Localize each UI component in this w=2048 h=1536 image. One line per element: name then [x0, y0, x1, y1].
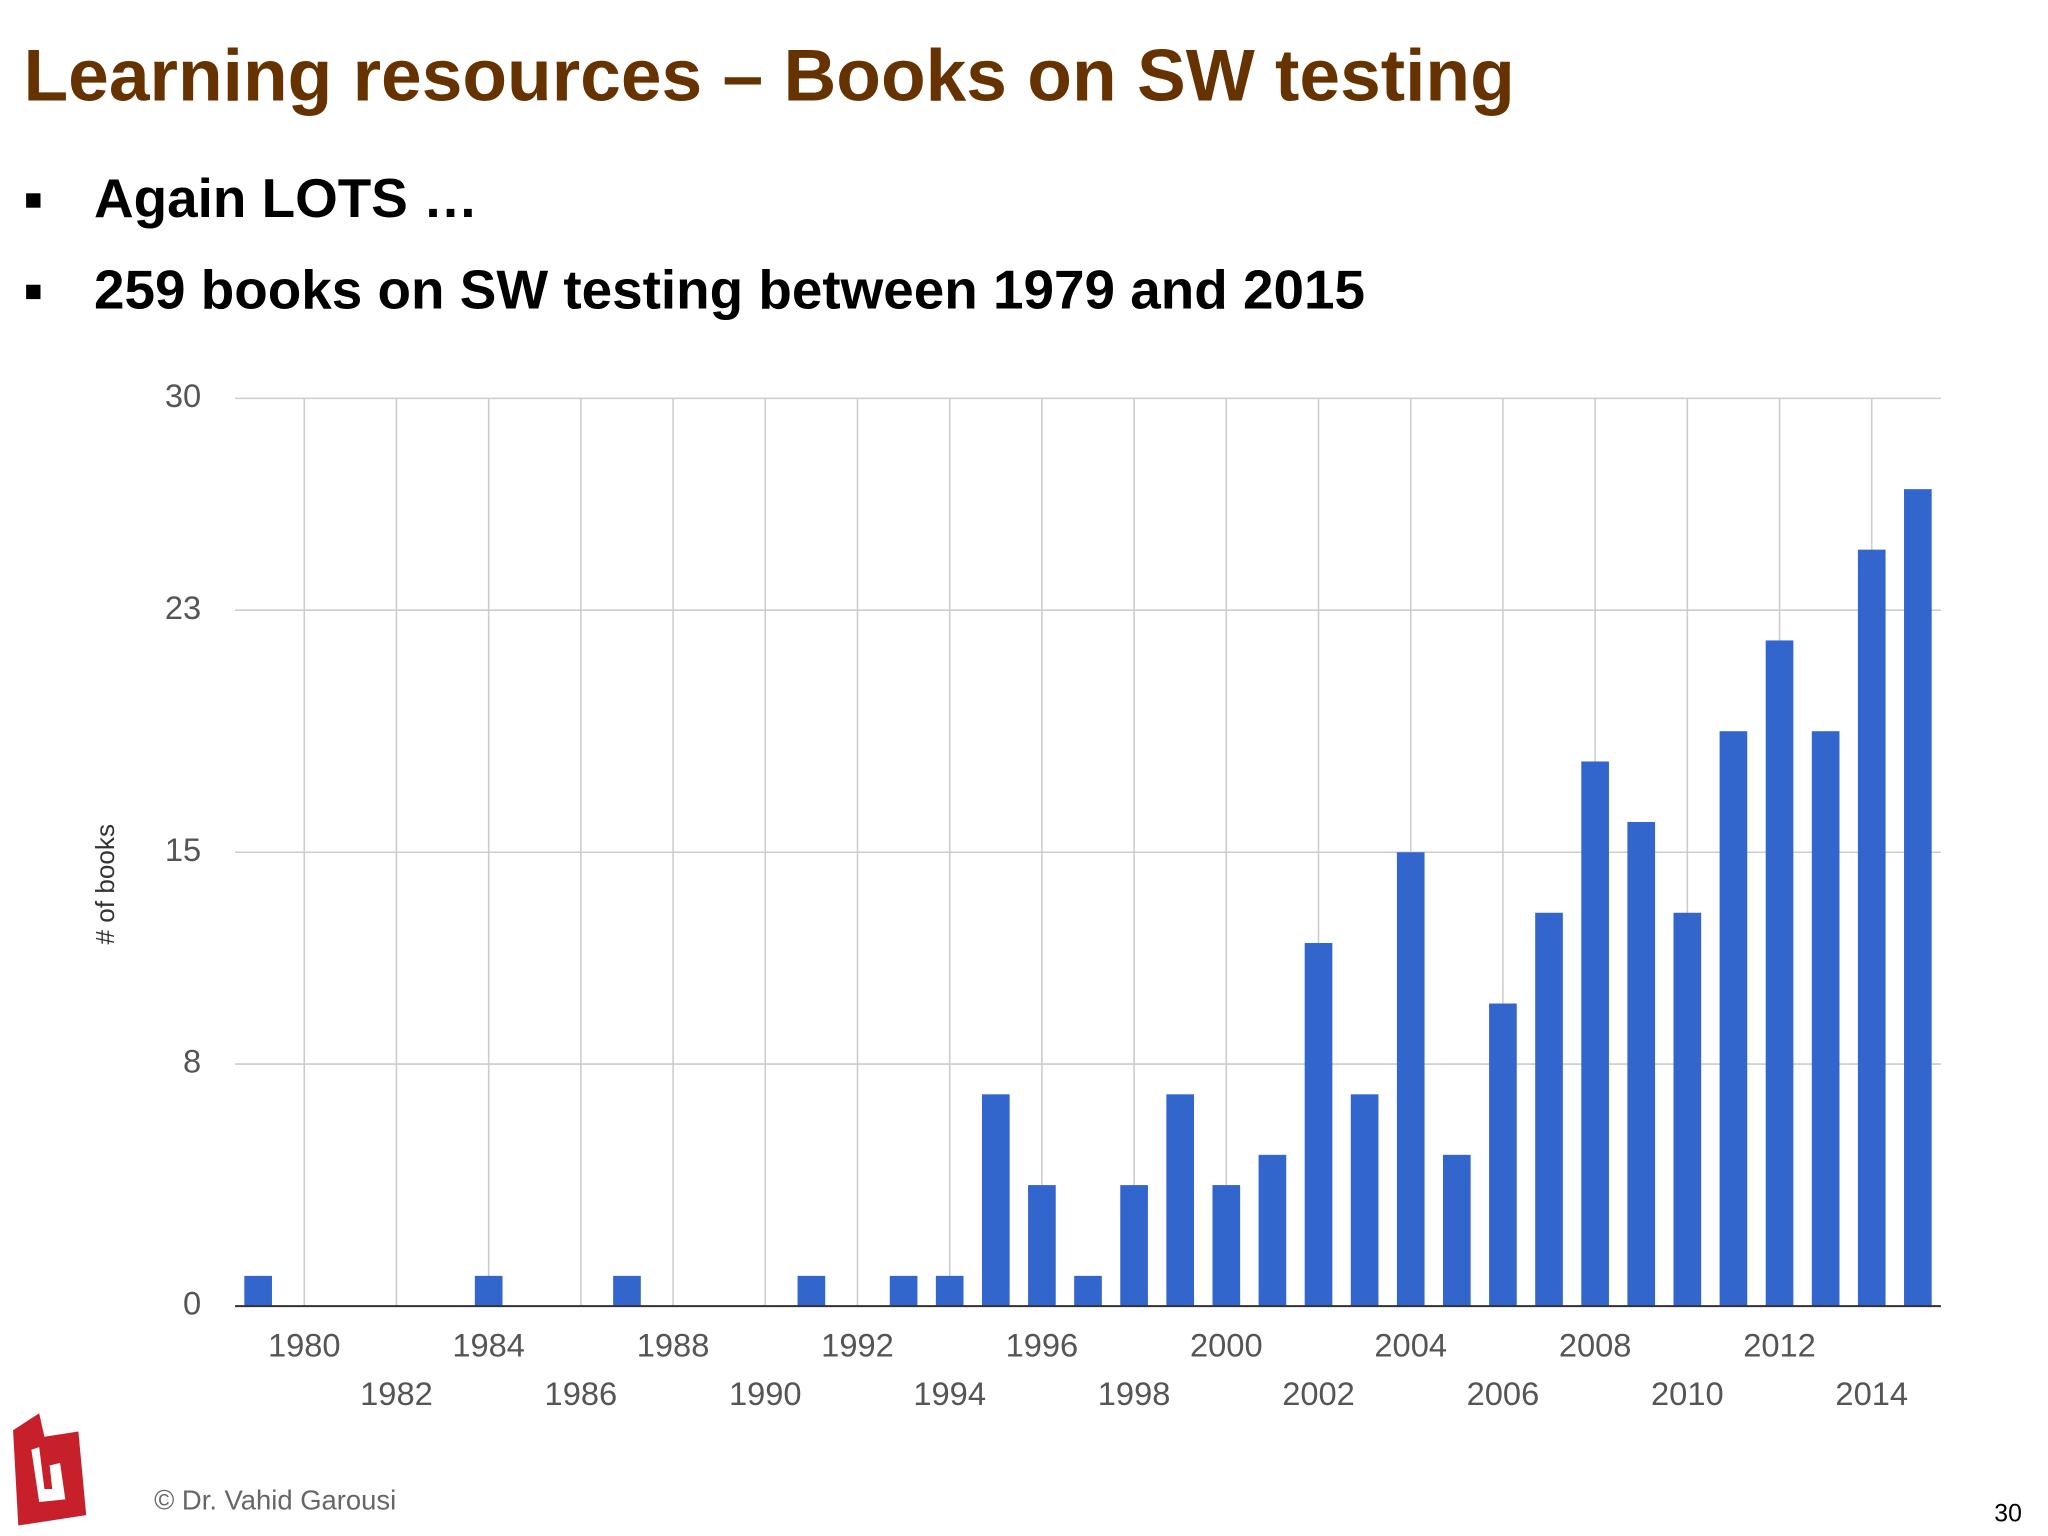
x-tick-label: 1996	[1006, 1327, 1079, 1364]
bar	[474, 1275, 503, 1307]
y-tick-label: 15	[165, 831, 201, 868]
logo-mark	[31, 1447, 66, 1503]
bar	[1074, 1275, 1102, 1307]
y-axis-label: # of books	[90, 824, 120, 944]
bar	[889, 1275, 918, 1307]
x-tick-label: 2006	[1467, 1375, 1540, 1412]
x-tick-label: 1998	[1098, 1375, 1171, 1412]
bar	[1535, 912, 1563, 1307]
x-tick-label: 1990	[729, 1375, 802, 1412]
bar	[1028, 1185, 1056, 1307]
x-tick-label: 1988	[637, 1327, 710, 1364]
bar	[1581, 761, 1609, 1307]
x-tick-label: 1986	[545, 1375, 618, 1412]
bar	[1166, 1094, 1195, 1307]
bar	[1627, 821, 1656, 1307]
bar	[981, 1094, 1010, 1307]
bar	[613, 1275, 641, 1307]
x-tick-label: 2004	[1374, 1327, 1447, 1364]
x-tick-label: 2012	[1743, 1327, 1816, 1364]
x-tick-label: 1984	[452, 1327, 525, 1364]
y-tick-label: 23	[165, 589, 201, 626]
y-tick-label: 0	[183, 1285, 201, 1322]
bar	[797, 1275, 826, 1307]
x-tick-label: 1994	[913, 1375, 986, 1412]
page-number: 30	[1994, 1501, 2022, 1528]
y-tick-label: 8	[183, 1043, 201, 1080]
bullet: Again LOTS …	[94, 167, 478, 229]
x-tick-label: 2014	[1835, 1375, 1908, 1412]
bar	[244, 1275, 272, 1307]
bar	[1212, 1185, 1241, 1307]
bar	[1765, 640, 1794, 1307]
slide-title: Learning resources – Books on SW testing	[24, 35, 1515, 116]
bar	[1258, 1154, 1287, 1307]
bar	[1904, 489, 1932, 1307]
bullet-marker	[26, 193, 41, 208]
x-tick-label: 2008	[1559, 1327, 1632, 1364]
x-tick-label: 2002	[1282, 1375, 1355, 1412]
bullet-marker	[26, 284, 41, 300]
x-tick-label: 1992	[821, 1327, 894, 1364]
bar	[935, 1275, 964, 1307]
x-tick-label: 1980	[268, 1327, 341, 1364]
bar	[1304, 943, 1333, 1307]
y-tick-label: 30	[165, 377, 201, 414]
footer: © Dr. Vahid Garousi	[154, 1484, 396, 1515]
x-tick-label: 1982	[360, 1375, 433, 1412]
bar	[1489, 1003, 1517, 1307]
x-tick-label: 2010	[1651, 1375, 1724, 1412]
bar	[1719, 731, 1748, 1307]
logo-shape	[13, 1413, 87, 1526]
bullet: 259 books on SW testing between 1979 and…	[94, 258, 1365, 320]
bar	[1811, 731, 1840, 1307]
x-tick-label: 2000	[1190, 1327, 1263, 1364]
bar	[1857, 549, 1886, 1307]
bar	[1673, 912, 1702, 1307]
logo	[13, 1413, 87, 1526]
bar	[1396, 852, 1425, 1307]
bar	[1120, 1185, 1148, 1307]
bar	[1442, 1154, 1471, 1307]
bar	[1350, 1094, 1379, 1307]
